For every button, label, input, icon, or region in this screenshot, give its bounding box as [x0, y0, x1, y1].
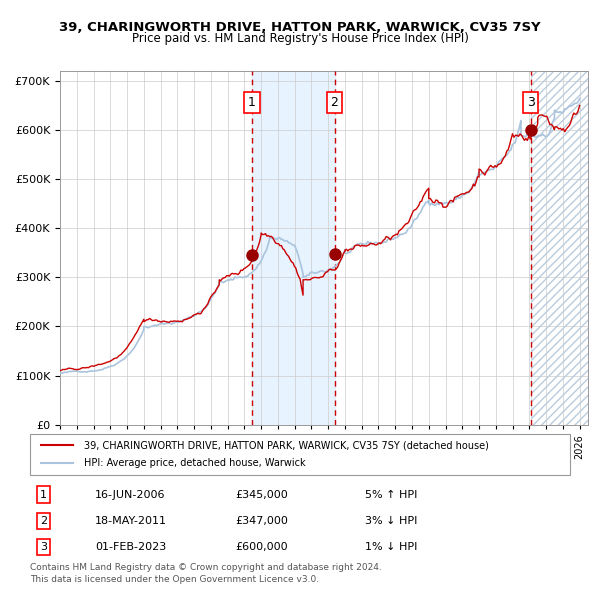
Text: 2: 2: [40, 516, 47, 526]
FancyBboxPatch shape: [30, 434, 570, 475]
Text: 16-JUN-2006: 16-JUN-2006: [95, 490, 166, 500]
Text: 18-MAY-2011: 18-MAY-2011: [95, 516, 167, 526]
Text: 39, CHARINGWORTH DRIVE, HATTON PARK, WARWICK, CV35 7SY: 39, CHARINGWORTH DRIVE, HATTON PARK, WAR…: [59, 21, 541, 34]
Text: £600,000: £600,000: [235, 542, 288, 552]
Text: 3: 3: [527, 96, 535, 109]
Text: 1: 1: [40, 490, 47, 500]
Text: 2: 2: [331, 96, 338, 109]
Text: 3% ↓ HPI: 3% ↓ HPI: [365, 516, 417, 526]
Text: 3: 3: [40, 542, 47, 552]
Text: Price paid vs. HM Land Registry's House Price Index (HPI): Price paid vs. HM Land Registry's House …: [131, 32, 469, 45]
Text: 1% ↓ HPI: 1% ↓ HPI: [365, 542, 417, 552]
Text: 1: 1: [248, 96, 256, 109]
Text: £347,000: £347,000: [235, 516, 288, 526]
Text: Contains HM Land Registry data © Crown copyright and database right 2024.: Contains HM Land Registry data © Crown c…: [30, 563, 382, 572]
Text: £345,000: £345,000: [235, 490, 288, 500]
Text: 5% ↑ HPI: 5% ↑ HPI: [365, 490, 417, 500]
Text: 39, CHARINGWORTH DRIVE, HATTON PARK, WARWICK, CV35 7SY (detached house): 39, CHARINGWORTH DRIVE, HATTON PARK, WAR…: [84, 440, 489, 450]
Bar: [252, 71, 335, 425]
Text: This data is licensed under the Open Government Licence v3.0.: This data is licensed under the Open Gov…: [30, 575, 319, 584]
Text: HPI: Average price, detached house, Warwick: HPI: Average price, detached house, Warw…: [84, 458, 305, 468]
Text: 01-FEB-2023: 01-FEB-2023: [95, 542, 166, 552]
